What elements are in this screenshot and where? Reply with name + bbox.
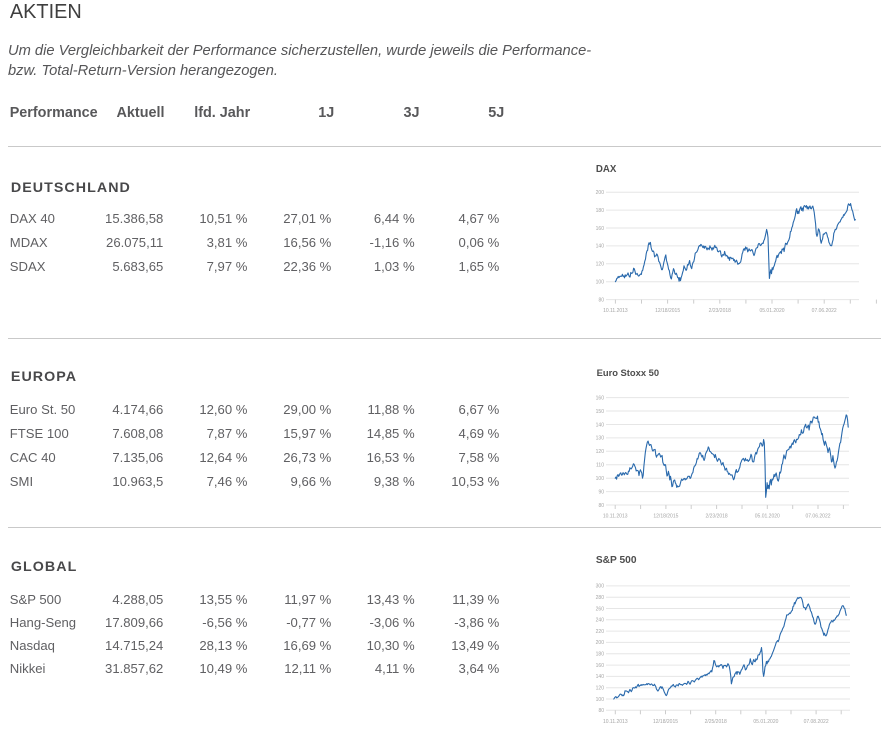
svg-text:80: 80 <box>598 297 604 303</box>
svg-text:120: 120 <box>596 686 605 692</box>
svg-text:160: 160 <box>596 226 605 232</box>
svg-text:80: 80 <box>598 708 604 714</box>
svg-text:12/18/2015: 12/18/2015 <box>653 719 678 725</box>
svg-text:260: 260 <box>596 606 605 612</box>
svg-text:280: 280 <box>596 595 605 601</box>
svg-text:110: 110 <box>596 463 604 469</box>
svg-text:2/23/2018: 2/23/2018 <box>709 308 731 314</box>
svg-text:90: 90 <box>598 489 604 495</box>
svg-text:100: 100 <box>596 476 605 482</box>
svg-text:160: 160 <box>596 395 605 401</box>
svg-text:130: 130 <box>596 436 605 442</box>
svg-text:240: 240 <box>596 618 605 624</box>
svg-text:140: 140 <box>596 244 605 250</box>
svg-text:100: 100 <box>596 280 605 286</box>
svg-text:07.06.2022: 07.06.2022 <box>805 514 830 520</box>
svg-text:200: 200 <box>596 190 605 196</box>
svg-text:12/18/2015: 12/18/2015 <box>653 514 678 520</box>
svg-text:140: 140 <box>596 674 605 680</box>
svg-text:10.11.2013: 10.11.2013 <box>603 308 628 314</box>
svg-text:05.01.2020: 05.01.2020 <box>755 514 780 520</box>
svg-text:220: 220 <box>596 629 605 635</box>
svg-text:07.06.2022: 07.06.2022 <box>812 308 837 314</box>
svg-text:160: 160 <box>596 663 605 669</box>
svg-text:120: 120 <box>596 449 605 455</box>
svg-text:120: 120 <box>596 262 605 268</box>
svg-text:200: 200 <box>596 640 605 646</box>
svg-text:07.08.2022: 07.08.2022 <box>804 719 829 725</box>
svg-text:2/23/2018: 2/23/2018 <box>705 514 727 520</box>
svg-text:10.11.2013: 10.11.2013 <box>603 514 628 520</box>
svg-text:2/25/2018: 2/25/2018 <box>705 719 727 725</box>
svg-text:140: 140 <box>596 422 605 428</box>
svg-text:180: 180 <box>596 208 605 214</box>
svg-text:150: 150 <box>596 409 605 415</box>
svg-text:100: 100 <box>596 697 605 703</box>
svg-text:05.01.2020: 05.01.2020 <box>759 308 784 314</box>
svg-text:300: 300 <box>596 584 605 590</box>
svg-text:12/18/2015: 12/18/2015 <box>655 308 680 314</box>
svg-text:10.11.2013: 10.11.2013 <box>603 719 628 725</box>
svg-text:05.01.2020: 05.01.2020 <box>753 719 778 725</box>
svg-text:80: 80 <box>598 503 604 509</box>
svg-text:180: 180 <box>596 652 605 658</box>
